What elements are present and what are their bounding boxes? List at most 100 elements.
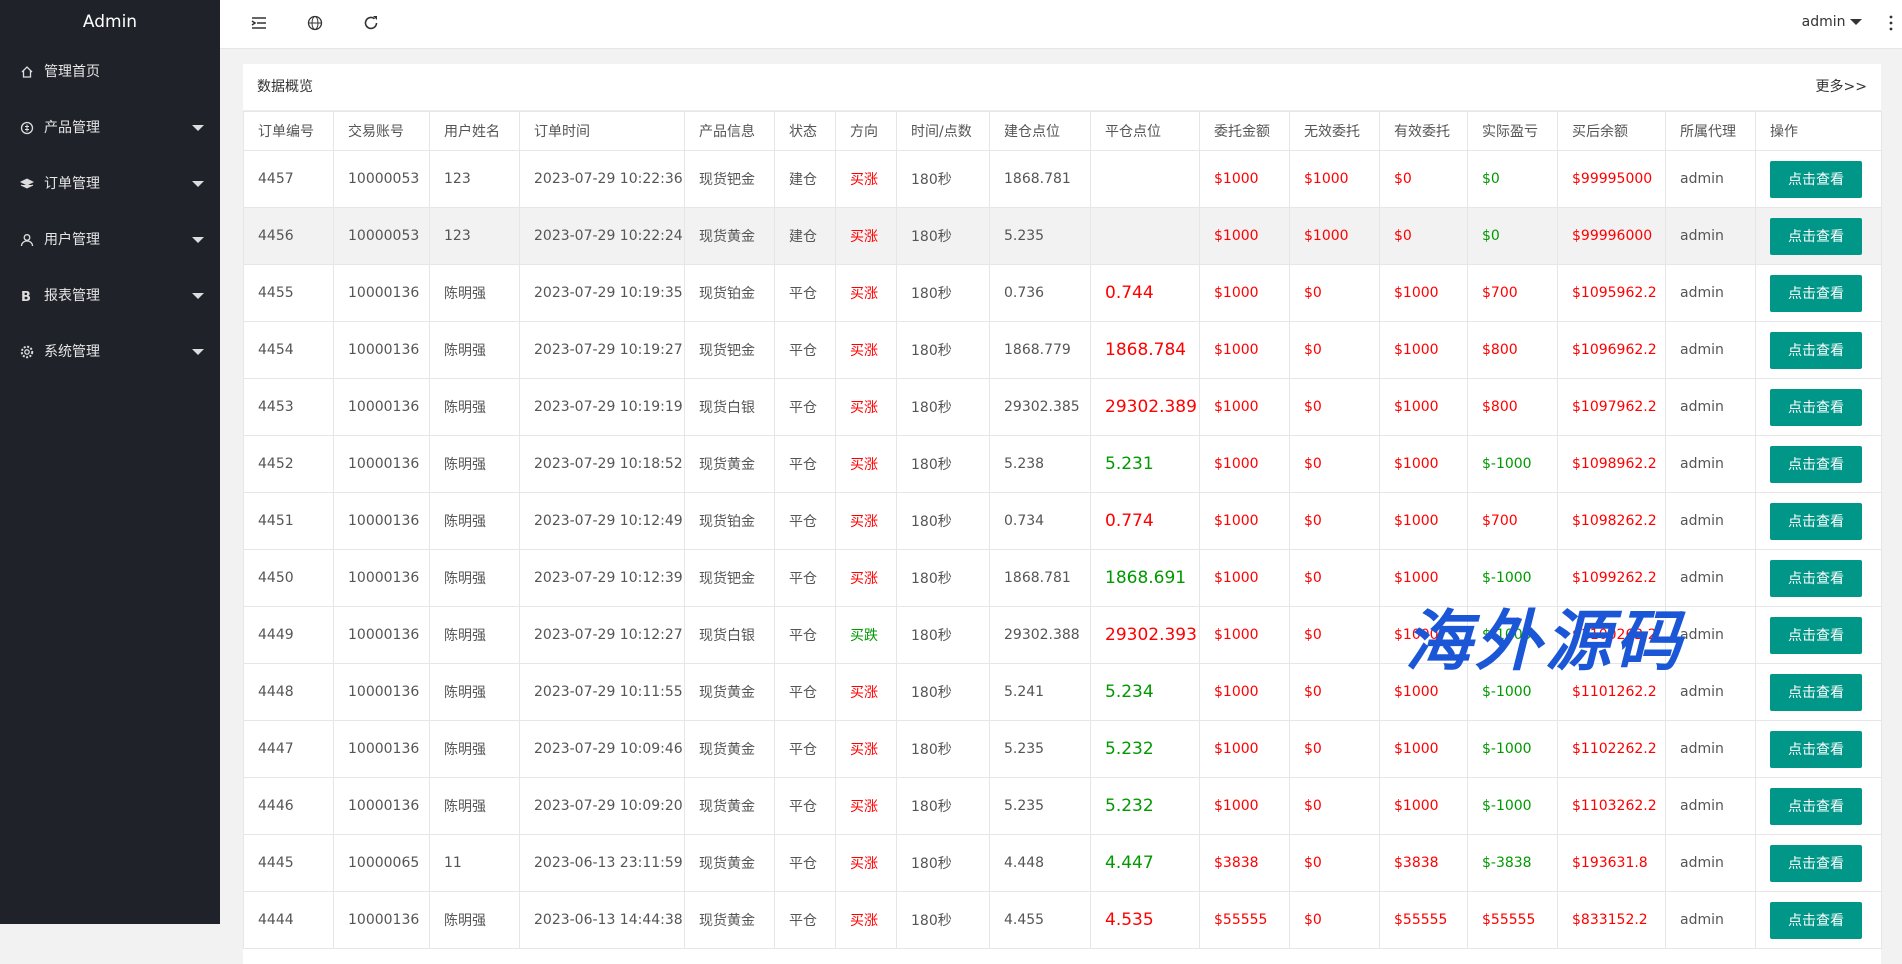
cell-text: $0 (1304, 627, 1322, 643)
menu-arrow (192, 125, 204, 137)
cell-text: $1000 (1304, 228, 1349, 244)
table-row: 4452 10000136 陈明强 2023-07-29 10:18:52 现货黄金 平仓… (243, 435, 1882, 493)
table-cell: 4453 (243, 378, 334, 436)
cell-text: 买涨 (850, 229, 878, 245)
table-cell: 现货钯金 (684, 549, 775, 607)
cell-text: 5.235 (1004, 741, 1045, 757)
svg-text:B: B (21, 290, 31, 303)
cell-text: 平仓 (789, 457, 817, 473)
table-cell: 10000136 (333, 777, 430, 835)
view-button[interactable]: 点击查看 (1770, 160, 1862, 198)
column-header: 无效委托 (1289, 111, 1380, 151)
view-button[interactable]: 点击查看 (1770, 787, 1862, 825)
cell-text: $1000 (1214, 741, 1259, 757)
refresh-icon[interactable] (361, 13, 381, 33)
view-button[interactable]: 点击查看 (1770, 217, 1862, 255)
menu-label[interactable]: 报表管理 (44, 288, 100, 304)
menu-label[interactable]: 订单管理 (44, 176, 100, 192)
cell-text: $1102262.2 (1572, 741, 1657, 757)
table-cell: $0 (1289, 720, 1380, 778)
table-cell: $1000 (1199, 720, 1290, 778)
menu-icon (21, 66, 33, 78)
cell-text: $1000 (1214, 798, 1259, 814)
more-icon[interactable] (1888, 13, 1894, 33)
cell-text: 买涨 (850, 514, 878, 530)
table-cell: 10000136 (333, 492, 430, 550)
cell-text: admin (1680, 228, 1724, 244)
cell-text: 2023-07-29 10:19:35 (534, 285, 683, 301)
menu-item[interactable]: 产品管理 (0, 100, 220, 156)
table-cell: $3838 (1379, 834, 1468, 892)
menu-label[interactable]: 系统管理 (44, 344, 100, 360)
menu-item[interactable]: 订单管理 (0, 156, 220, 212)
column-header: 用户姓名 (429, 111, 520, 151)
user-menu[interactable]: admin (1802, 0, 1862, 44)
table-cell: $0 (1289, 321, 1380, 379)
cell-text: 买涨 (850, 286, 878, 302)
view-button[interactable]: 点击查看 (1770, 901, 1862, 939)
cell-text: $1000 (1214, 285, 1259, 301)
table-cell: admin (1665, 378, 1756, 436)
table-cell: 买涨 (835, 549, 897, 607)
view-button[interactable]: 点击查看 (1770, 388, 1862, 426)
menu-toggle-icon[interactable] (249, 13, 269, 33)
view-button[interactable]: 点击查看 (1770, 844, 1862, 882)
cell-text: 4451 (258, 513, 294, 529)
menu-item[interactable]: 用户管理 (0, 212, 220, 268)
cell-text: $1000 (1214, 399, 1259, 415)
view-button[interactable]: 点击查看 (1770, 559, 1862, 597)
table-cell: 180秒 (896, 378, 990, 436)
table-cell: 买涨 (835, 720, 897, 778)
cell-text: $55555 (1394, 912, 1448, 928)
table-cell: 平仓 (774, 492, 836, 550)
table-cell: 4455 (243, 264, 334, 322)
menu-label[interactable]: 管理首页 (44, 64, 100, 80)
globe-icon[interactable] (305, 13, 325, 33)
cell-text: 现货黄金 (699, 913, 755, 929)
menu-arrow (192, 237, 204, 249)
cell-text: 陈明强 (444, 742, 486, 758)
view-button[interactable]: 点击查看 (1770, 673, 1862, 711)
cell-text: 29302.393 (1105, 625, 1197, 645)
table-cell: $1000 (1379, 435, 1468, 493)
table-cell: 2023-07-29 10:19:35 (519, 264, 685, 322)
cell-text: 4454 (258, 342, 294, 358)
table-cell: 0.734 (989, 492, 1091, 550)
cell-text: 10000136 (348, 570, 420, 586)
table-cell: 29302.389 (1090, 378, 1200, 436)
cell-text: $1000 (1214, 228, 1259, 244)
menu-item[interactable]: 管理首页 (0, 44, 220, 100)
table-cell: 10000136 (333, 378, 430, 436)
menu-label[interactable]: 产品管理 (44, 120, 100, 136)
cell-text: 买涨 (850, 400, 878, 416)
table-cell: $1000 (1379, 321, 1468, 379)
cell-text: 现货铂金 (699, 286, 755, 302)
cell-text: 180秒 (911, 856, 952, 872)
user-name[interactable]: admin (1801, 14, 1846, 30)
table-cell: 现货黄金 (684, 435, 775, 493)
table-body: 4457 10000053 123 2023-07-29 10:22:36 现货钯金 建仓… (243, 150, 1882, 949)
view-button[interactable]: 点击查看 (1770, 274, 1862, 312)
cell-text: admin (1680, 456, 1724, 472)
table-row: 4457 10000053 123 2023-07-29 10:22:36 现货钯金 建仓… (243, 150, 1882, 208)
table-cell: $1000 (1199, 207, 1290, 265)
cell-text: $1000 (1394, 513, 1439, 529)
column-header: 时间/点数 (896, 111, 990, 151)
view-button[interactable]: 点击查看 (1770, 616, 1862, 654)
view-button[interactable]: 点击查看 (1770, 445, 1862, 483)
sidebar: Admin 管理首页 产品管理 订单管理 用户管理 B 报表管理 系统管理 (0, 0, 220, 924)
view-button[interactable]: 点击查看 (1770, 331, 1862, 369)
cell-text: $-1000 (1482, 570, 1532, 586)
more-link[interactable]: 更多>> (1815, 79, 1867, 95)
table-cell: $99996000 (1557, 207, 1666, 265)
table-cell: $0 (1467, 207, 1558, 265)
menu-label[interactable]: 用户管理 (44, 232, 100, 248)
view-button[interactable]: 点击查看 (1770, 730, 1862, 768)
menu-item[interactable]: 系统管理 (0, 324, 220, 380)
table-cell: 1868.781 (989, 150, 1091, 208)
cell-text: 2023-07-29 10:09:46 (534, 741, 683, 757)
view-button[interactable]: 点击查看 (1770, 502, 1862, 540)
table-cell: $-1000 (1467, 435, 1558, 493)
menu-item[interactable]: B 报表管理 (0, 268, 220, 324)
cell-text: 买涨 (850, 457, 878, 473)
